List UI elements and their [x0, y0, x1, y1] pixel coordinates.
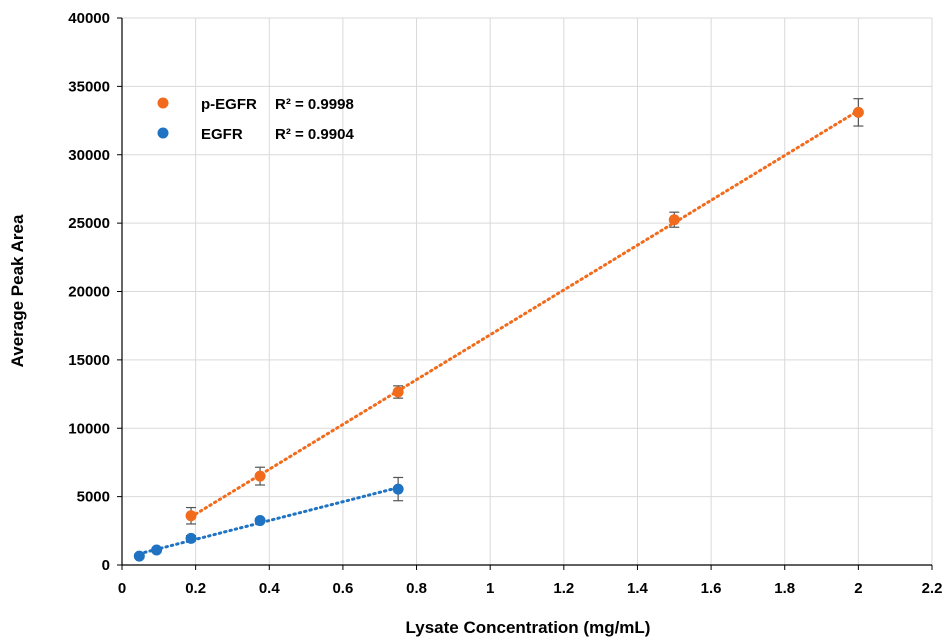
data-points [133, 106, 864, 562]
p-egfr-trendline [189, 109, 860, 519]
x-tick-label: 1.2 [553, 580, 574, 597]
y-tick-label: 5000 [77, 489, 110, 506]
x-tick-label: 1 [486, 580, 494, 597]
p-egfr-r2-label: R² = 0.9998 [275, 96, 354, 113]
axes [117, 17, 933, 570]
y-tick-label: 25000 [68, 215, 110, 232]
p-egfr-data-point [852, 106, 864, 118]
y-tick-label: 10000 [68, 420, 110, 437]
egfr-legend-label: EGFR [201, 126, 243, 143]
x-tick-label: 0.2 [185, 580, 206, 597]
p-egfr-data-point [185, 510, 197, 522]
egfr-data-point [392, 483, 404, 495]
p-egfr-legend-label: p-EGFR [201, 96, 257, 113]
y-tick-label: 20000 [68, 284, 110, 301]
error-bars [134, 98, 864, 559]
egfr-legend-marker [157, 127, 169, 139]
x-tick-label: 0 [118, 580, 126, 597]
y-tick-label: 30000 [68, 147, 110, 164]
p-egfr-data-point [668, 214, 680, 226]
egfr-trendline [137, 486, 400, 556]
y-tick-label: 0 [102, 557, 110, 574]
egfr-data-point [151, 544, 163, 556]
x-tick-label: 0.4 [259, 580, 281, 597]
y-tick-label: 15000 [68, 352, 110, 369]
egfr-data-point [185, 532, 197, 544]
egfr-data-point [254, 515, 266, 527]
legend: p-EGFR R² = 0.9998 EGFR R² = 0.9904 [157, 96, 354, 143]
tick-labels: 0 0.2 0.4 0.6 0.8 1 1.2 1.4 1.6 1.8 2 2.2 0 5000 10000… [68, 10, 942, 597]
trendlines [137, 109, 860, 556]
x-tick-label: 1.4 [627, 580, 649, 597]
x-axis-title: Lysate Concentration (mg/mL) [406, 618, 651, 637]
x-tick-label: 1.6 [701, 580, 722, 597]
gridlines [122, 17, 933, 565]
egfr-r2-label: R² = 0.9904 [275, 126, 354, 143]
p-egfr-data-point [392, 386, 404, 398]
x-tick-label: 0.6 [332, 580, 353, 597]
x-tick-label: 1.8 [774, 580, 795, 597]
y-tick-label: 35000 [68, 78, 110, 95]
x-tick-label: 2.2 [922, 580, 943, 597]
x-tick-label: 0.8 [406, 580, 427, 597]
p-egfr-data-point [254, 470, 266, 482]
y-axis-title: Average Peak Area [8, 214, 27, 367]
egfr-data-point [133, 550, 145, 562]
p-egfr-legend-marker [157, 97, 169, 109]
y-tick-label: 40000 [68, 10, 110, 27]
x-tick-label: 2 [854, 580, 862, 597]
